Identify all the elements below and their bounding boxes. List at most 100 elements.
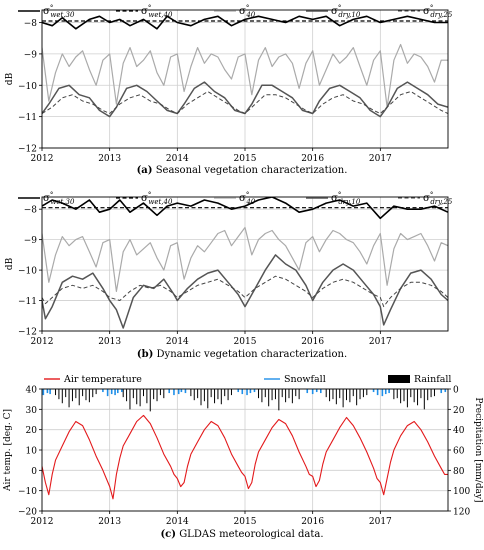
- y-axis-label-right: Precipitation [mm/day]: [473, 397, 483, 502]
- tick-label-y: 20: [26, 426, 38, 436]
- legend-label: σ° 40: [239, 191, 256, 206]
- caption-text: Seasonal vegetation characterization.: [153, 165, 348, 176]
- y-axis-label: dB: [5, 257, 15, 270]
- legend-label-sub: wet,40: [148, 11, 173, 19]
- legend-label-sigma: σ: [43, 6, 50, 17]
- chart-panel-1: −12 −11 −10 −9 −8 2012 2013 2014 2015 2016 2017 dB σ…: [5, 4, 453, 176]
- tick-label-x: 2012: [31, 154, 54, 164]
- tick-label-x: 2014: [166, 154, 189, 164]
- tick-label-y: 10: [26, 447, 38, 457]
- legend-label-super: °: [148, 191, 152, 199]
- legend-label-sigma: σ: [423, 193, 430, 204]
- caption-tag: (a): [137, 165, 153, 176]
- legend: Air temperature Snowfall Rainfall: [44, 374, 451, 385]
- tick-label-x: 2016: [301, 337, 324, 347]
- chart-caption: (c) GLDAS meteorological data.: [160, 529, 323, 540]
- tick-label-x: 2013: [98, 154, 121, 164]
- caption-tag: (b): [137, 349, 153, 360]
- tick-label-x: 2014: [166, 517, 189, 527]
- legend-label-sigma: σ: [331, 193, 338, 204]
- legend-label-super: °: [430, 4, 434, 12]
- tick-label-x: 2017: [369, 517, 392, 527]
- tick-label-x: 2015: [234, 517, 257, 527]
- legend-label: Snowfall: [284, 374, 326, 385]
- tick-label-y: −8: [24, 206, 38, 216]
- tick-label-y: −12: [18, 328, 37, 338]
- y-axis-label: Air temp. [deg. C]: [3, 409, 13, 492]
- tick-label-y: 0: [31, 467, 37, 477]
- tick-label-x: 2013: [98, 337, 121, 347]
- tick-label-x: 2013: [98, 517, 121, 527]
- tick-label-x: 2015: [234, 154, 257, 164]
- legend-label-sub: 40: [245, 198, 255, 206]
- legend-label: σ° wet,40: [141, 191, 173, 206]
- series-line: [42, 197, 448, 220]
- legend-label-sub: dry,10: [338, 11, 361, 19]
- tick-label-right: 60: [453, 447, 465, 457]
- legend-label: σ° wet,30: [43, 191, 75, 206]
- legend-label-sub: wet,40: [148, 198, 173, 206]
- legend-label: σ° dry,10: [331, 191, 361, 206]
- legend-label-sub: dry,10: [338, 198, 361, 206]
- legend-label-sigma: σ: [43, 193, 50, 204]
- tick-label-x: 2017: [369, 154, 392, 164]
- legend: σ° wet,30 σ° wet,40 σ° 40 σ° dry,10 σ° dry,25: [18, 191, 453, 206]
- series-line: [42, 254, 448, 329]
- legend-label-sigma: σ: [141, 6, 148, 17]
- legend-label: σ° dry,10: [331, 4, 361, 19]
- legend-label-super: °: [50, 4, 54, 12]
- tick-label-right: 0: [453, 386, 459, 396]
- chart-caption: (b) Dynamic vegetation characterization.: [137, 349, 347, 360]
- legend-label-sub: wet,30: [50, 198, 75, 206]
- plot-area: [42, 15, 448, 118]
- tick-label-y: −20: [18, 508, 37, 518]
- tick-label-y: −9: [24, 50, 38, 60]
- caption-text: GLDAS meteorological data.: [176, 529, 324, 540]
- series-line: [42, 43, 448, 108]
- tick-label-x: 2012: [31, 517, 54, 527]
- tick-label-y: 30: [26, 406, 38, 416]
- plot-area: [42, 197, 448, 329]
- legend-label-sub: dry,25: [430, 11, 453, 19]
- legend-label: σ° wet,30: [43, 4, 75, 19]
- tick-label-x: 2016: [301, 154, 324, 164]
- legend: σ° wet,30 σ° wet,40 σ° 40 σ° dry,10 σ° dry,25: [18, 4, 453, 19]
- tick-label-right: 80: [453, 467, 465, 477]
- legend-label-sub: wet,30: [50, 11, 75, 19]
- legend-label-sigma: σ: [331, 6, 338, 17]
- tick-label-right: 100: [453, 487, 470, 497]
- legend-label-super: °: [246, 4, 250, 12]
- legend-label-sigma: σ: [423, 6, 430, 17]
- caption-text: Dynamic vegetation characterization.: [153, 349, 347, 360]
- legend-label: Air temperature: [63, 374, 142, 385]
- tick-label-y: −12: [18, 145, 37, 155]
- legend-label: σ° dry,25: [423, 4, 453, 19]
- legend-label: σ° dry,25: [423, 191, 453, 206]
- chart-panel-2: −12 −11 −10 −9 −8 2012 2013 2014 2015 2016 2017 dB σ…: [5, 191, 453, 360]
- y-axis-label: dB: [5, 72, 15, 85]
- tick-label-x: 2016: [301, 517, 324, 527]
- legend-label-super: °: [148, 4, 152, 12]
- tick-label-right: 120: [453, 508, 470, 518]
- tick-label-y: −10: [18, 82, 37, 92]
- legend-label-super: °: [50, 191, 54, 199]
- plot-area: [42, 389, 448, 500]
- legend-label: σ° wet,40: [141, 4, 173, 19]
- legend-label-sub: dry,25: [430, 198, 453, 206]
- legend-label-super: °: [338, 191, 342, 199]
- tick-label-x: 2012: [31, 337, 54, 347]
- tick-label-y: −8: [24, 19, 38, 29]
- temperature-line: [42, 414, 448, 500]
- series-line: [42, 91, 448, 114]
- tick-label-y: −11: [18, 113, 37, 123]
- series-line: [42, 226, 448, 292]
- tick-label-x: 2017: [369, 337, 392, 347]
- series-line: [42, 275, 448, 308]
- tick-label-x: 2014: [166, 337, 189, 347]
- tick-label-y: −11: [18, 297, 37, 307]
- legend-label-sigma: σ: [239, 193, 246, 204]
- tick-label-x: 2015: [234, 337, 257, 347]
- chart-caption: (a) Seasonal vegetation characterization…: [137, 165, 348, 176]
